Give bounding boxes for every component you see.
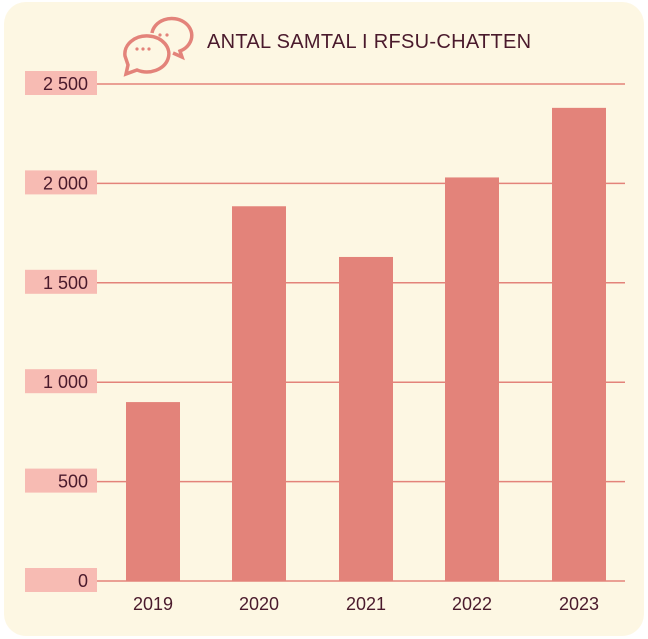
y-tick-label: 500 [58,472,88,492]
x-tick-label: 2019 [133,594,173,614]
chat-bubbles-icon [123,16,194,77]
chart-card [4,2,644,636]
y-tick-box [25,568,97,592]
bar-2020 [232,206,286,581]
y-tick-label: 1 500 [43,273,88,293]
bar-2023 [552,107,606,581]
y-tick-box [25,71,97,95]
x-tick-label: 2020 [239,594,279,614]
y-tick-box [25,269,97,294]
bar-2022 [445,177,499,581]
y-tick-label: 1 000 [43,372,88,392]
y-tick-label: 0 [78,571,88,591]
y-tick-box [25,170,97,195]
x-tick-label: 2023 [559,594,599,614]
y-tick-box [25,369,97,394]
x-tick-label: 2021 [346,594,386,614]
x-tick-label: 2022 [452,594,492,614]
bar-2019 [126,402,180,581]
y-tick-label: 2 000 [43,173,88,193]
bar-2021 [339,256,393,581]
chart-title: ANTAL SAMTAL I RFSU-CHATTEN [207,31,532,53]
y-tick-box [25,468,97,493]
y-tick-label: 2 500 [43,74,88,94]
